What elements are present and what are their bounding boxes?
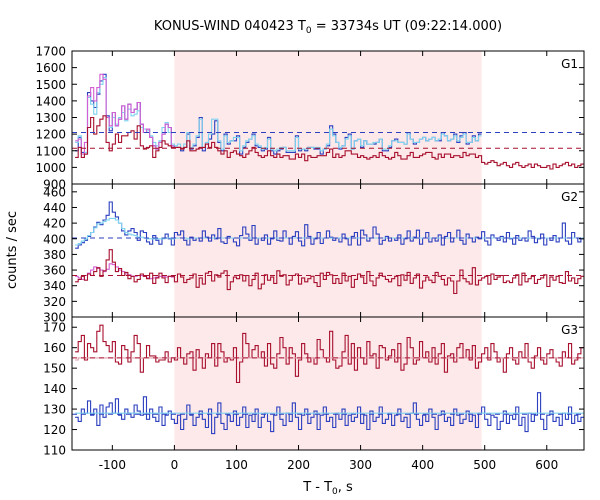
panel-g1-y-ticks: 1700 1600 1500 1400 1300 1200 1100 1000 900 xyxy=(35,45,584,192)
y-tick-label-g3: 160 xyxy=(43,341,66,355)
y-tick-label-g1: 1200 xyxy=(35,128,66,142)
series-g1-2 xyxy=(75,77,482,155)
panel-g2-x-ticks xyxy=(111,184,548,317)
panel-g1: 1700 1600 1500 1400 1300 1200 1100 1000 900 G1 xyxy=(35,45,585,192)
x-tick-label: 100 xyxy=(225,458,248,472)
panel-g3: 170 160 150 140 130 120 110 G3 xyxy=(43,316,585,458)
panel-g3-frame xyxy=(71,316,585,451)
x-tick-label: 400 xyxy=(411,458,434,472)
y-axis-label: counts / sec xyxy=(5,211,20,289)
panel-g3-bg-levels xyxy=(72,357,584,415)
y-tick-label-g1: 1300 xyxy=(35,111,66,125)
y-tick-label-g3: 140 xyxy=(43,382,66,396)
y-tick-label-g2: 420 xyxy=(43,217,66,231)
y-tick-label-g2: 320 xyxy=(43,295,66,309)
series-g2-3 xyxy=(75,263,175,280)
series-g2-4 xyxy=(75,249,584,295)
x-tick-label: 0 xyxy=(171,458,179,472)
panel-g2-highlight xyxy=(174,184,482,317)
series-g2-1 xyxy=(75,201,584,249)
y-tick-label-g1: 1500 xyxy=(35,78,66,92)
x-tick-label: 600 xyxy=(535,458,558,472)
y-tick-label-g3: 120 xyxy=(43,423,66,437)
y-tick-label-g3: 130 xyxy=(43,403,66,417)
y-tick-label-g2: 380 xyxy=(43,248,66,262)
x-tick-label: 500 xyxy=(473,458,496,472)
x-axis-label-subscript: 0 xyxy=(332,487,338,497)
y-tick-label-g2: 460 xyxy=(43,185,66,199)
x-tick-label: -100 xyxy=(99,458,126,472)
y-tick-label-g1: 1400 xyxy=(35,94,66,108)
y-tick-label-g1: 1100 xyxy=(35,144,66,158)
chart-title-rest: = 33734s UT (09:22:14.000) xyxy=(312,19,502,34)
series-g1-4 xyxy=(75,115,584,170)
series-g3-3 xyxy=(75,392,584,435)
series-g1-3 xyxy=(75,73,175,155)
panel-g1-series xyxy=(75,73,584,170)
chart-title-main: KONUS-WIND 040423 T xyxy=(154,19,306,34)
x-axis-label-rest: , s xyxy=(338,480,353,495)
panel-g1-label: G1 xyxy=(561,57,578,71)
y-tick-label-g2: 340 xyxy=(43,279,66,293)
y-tick-label-g2: 360 xyxy=(43,264,66,278)
series-g3-1 xyxy=(75,324,584,384)
chart-title: KONUS-WIND 040423 T0 = 33734s UT (09:22:… xyxy=(154,19,502,36)
x-tick-label: 300 xyxy=(349,458,372,472)
panel-g1-highlight xyxy=(174,51,482,184)
y-tick-label-g1: 900 xyxy=(43,178,66,192)
panel-g2-label: G2 xyxy=(561,190,578,204)
y-tick-label-g1: 1000 xyxy=(35,161,66,175)
y-tick-label-g1: 1700 xyxy=(35,45,66,59)
panel-g1-x-ticks xyxy=(111,51,548,184)
x-axis-label-main: T - T xyxy=(302,480,332,495)
panel-g3-highlight xyxy=(174,317,482,450)
panel-g3-label: G3 xyxy=(561,323,578,337)
x-tick-label: 200 xyxy=(287,458,310,472)
x-axis-label: T - T0, s xyxy=(302,480,353,497)
x-tick-labels: -100 0 100 200 300 400 500 600 xyxy=(99,458,558,472)
y-tick-label-g1: 1600 xyxy=(35,61,66,75)
chart-title-subscript: 0 xyxy=(306,26,312,36)
panel-g1-bg-levels xyxy=(72,131,584,149)
y-tick-label-g2: 440 xyxy=(43,201,66,215)
y-tick-label-g2: 400 xyxy=(43,232,66,246)
panel-g2-bg-levels xyxy=(72,237,584,277)
y-tick-label-g3: 170 xyxy=(43,321,66,335)
panel-g3-x-ticks xyxy=(111,317,548,450)
y-tick-label-g3: 110 xyxy=(43,444,66,458)
y-tick-label-g3: 150 xyxy=(43,362,66,376)
y-tick-label-g2: 300 xyxy=(43,311,66,325)
panel-g3-y-ticks: 170 160 150 140 130 120 110 xyxy=(43,321,584,458)
